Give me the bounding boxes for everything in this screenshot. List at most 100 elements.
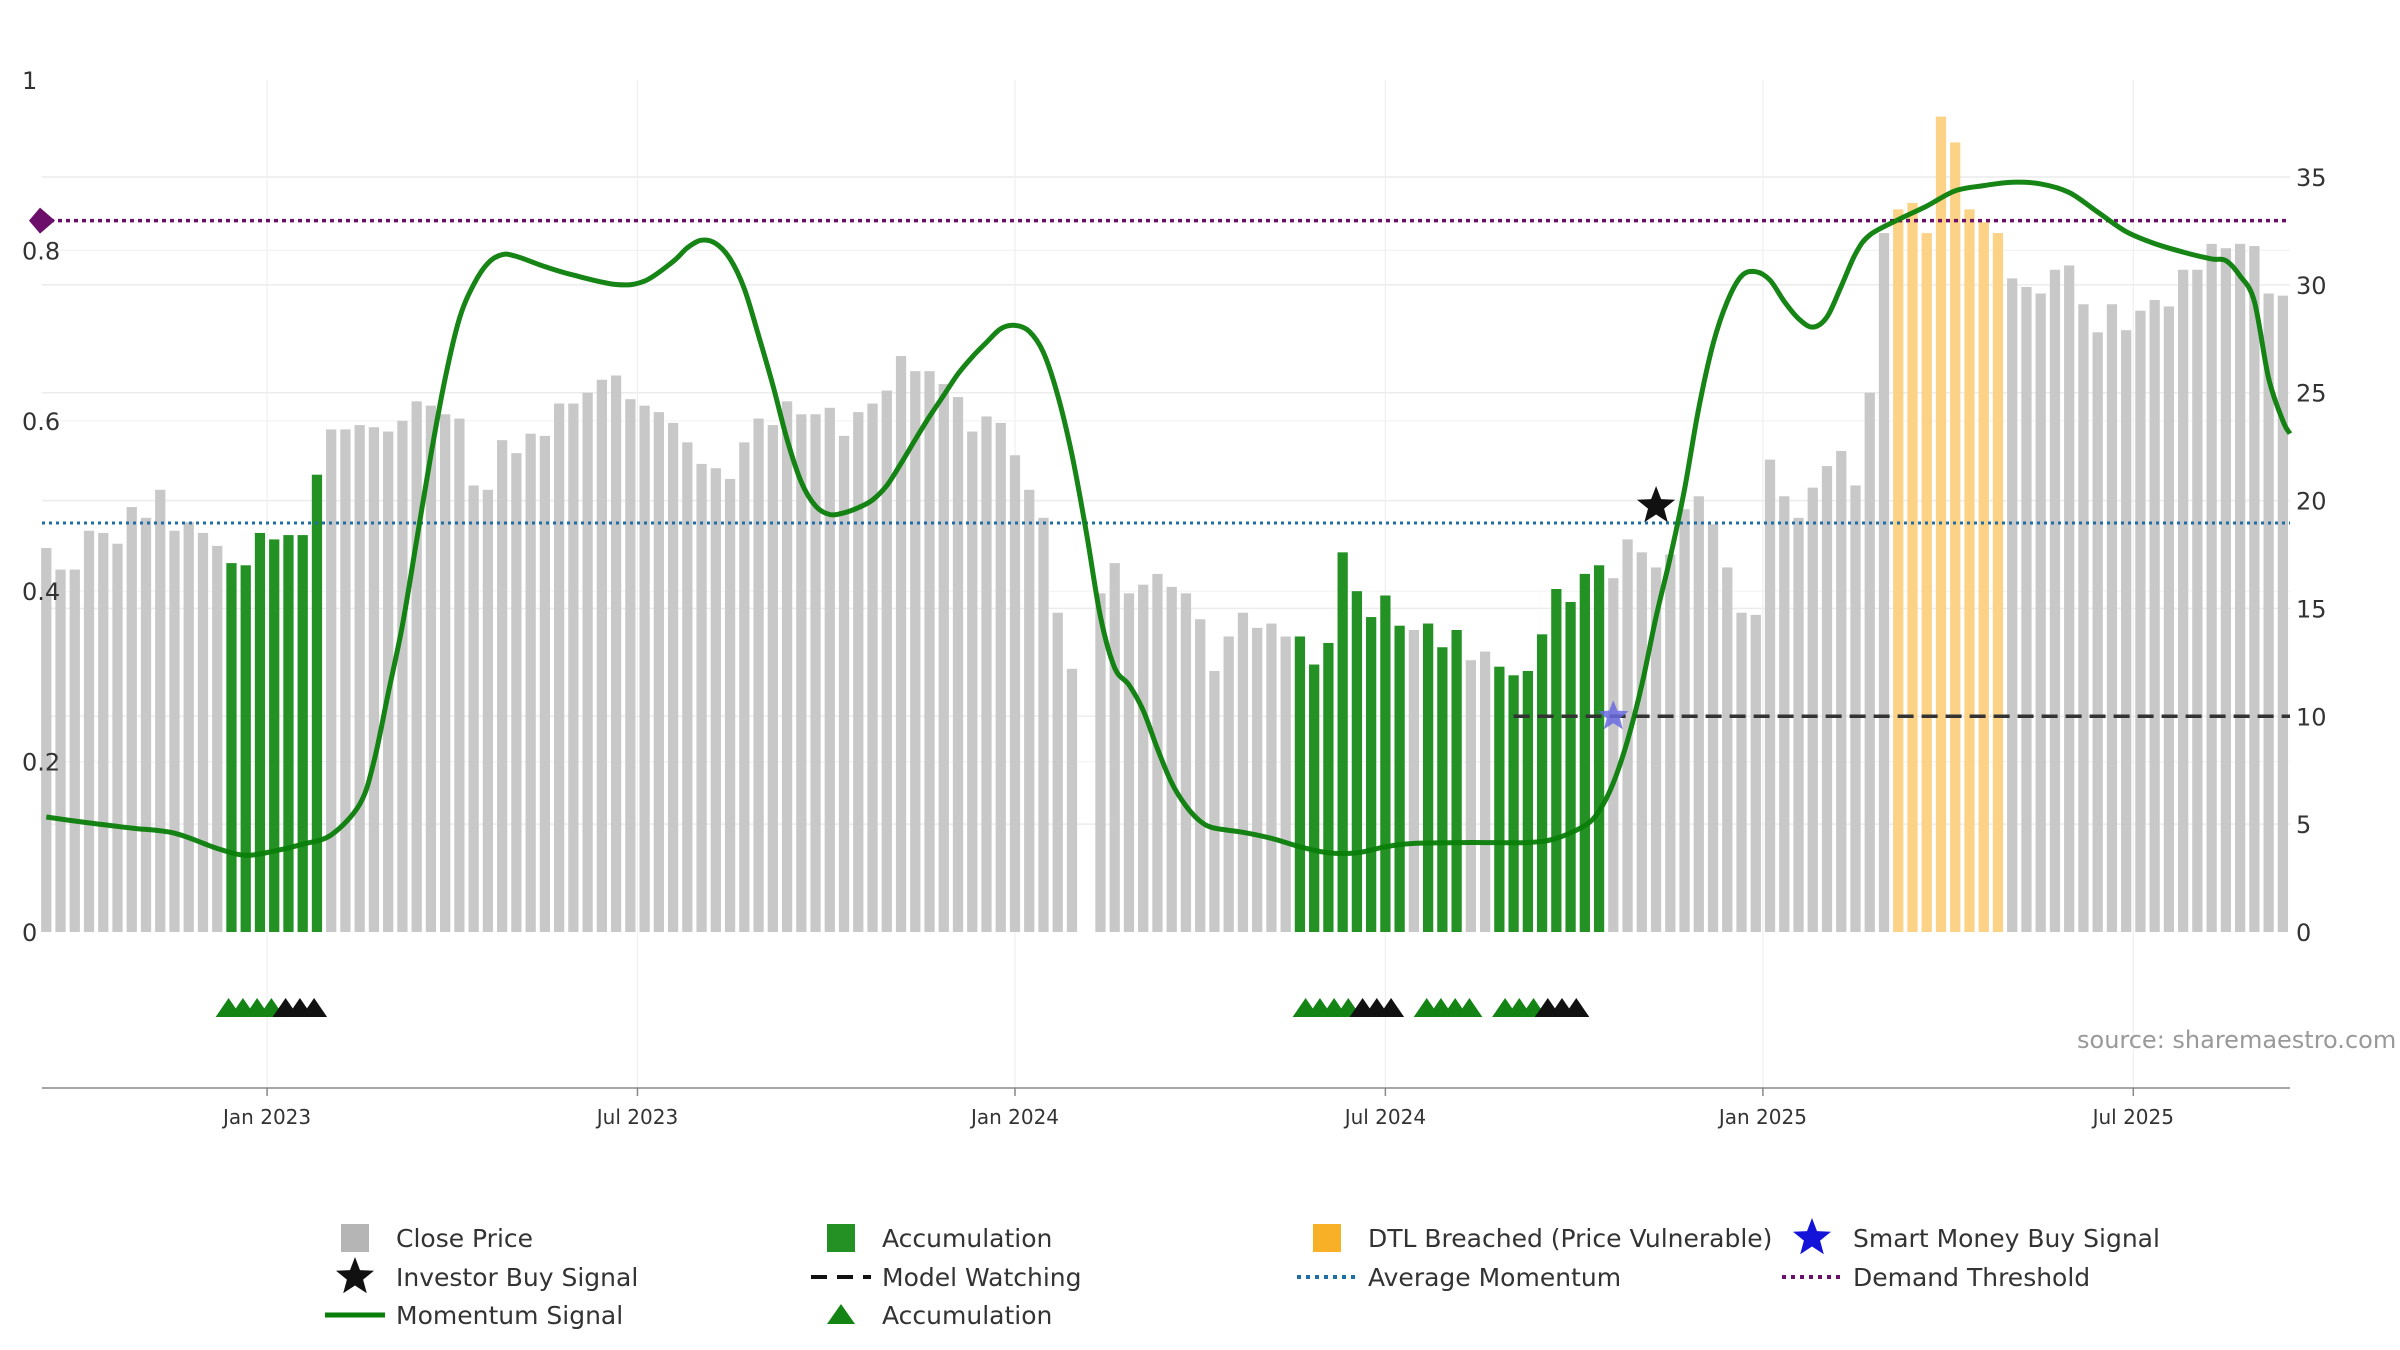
close-price-bar — [55, 569, 66, 932]
accumulation-bar — [1380, 595, 1391, 932]
source-label: source: sharemaestro.com — [2077, 1026, 2396, 1054]
accumulation-bar — [1508, 675, 1519, 932]
close-price-bar — [2121, 330, 2132, 932]
close-price-bar — [1223, 636, 1234, 932]
close-price-bar — [525, 433, 536, 932]
close-price-bar — [2106, 304, 2118, 932]
close-price-bar — [98, 532, 109, 932]
close-price-bar — [368, 427, 380, 932]
close-price-bar — [1878, 233, 1890, 933]
close-price-bar — [710, 468, 721, 932]
dtl-breached-bar — [1921, 233, 1932, 933]
close-price-bar — [140, 517, 152, 932]
accumulation-triangle — [1456, 998, 1483, 1017]
close-price-bar — [1779, 496, 1790, 932]
close-price-bar — [340, 429, 351, 932]
close-price-bar — [2249, 246, 2260, 932]
close-price-bar — [212, 545, 223, 932]
left-tick-label: 0.8 — [22, 237, 60, 265]
legend-label: Momentum Signal — [396, 1301, 623, 1330]
close-price-bar — [354, 425, 365, 932]
close-price-bar — [2007, 278, 2018, 932]
close-price-bar — [411, 401, 422, 933]
close-price-bar — [938, 384, 949, 933]
close-price-bar — [753, 418, 764, 933]
accumulation-bar — [254, 532, 266, 932]
legend-swatch — [827, 1224, 855, 1252]
legend-item[interactable]: Close Price — [341, 1224, 533, 1253]
close-price-bar — [1237, 612, 1249, 932]
close-price-bar — [2021, 287, 2032, 932]
legend-item[interactable]: Accumulation — [827, 1301, 1052, 1330]
close-price-bar — [2192, 269, 2203, 932]
accumulation-bar — [1309, 664, 1320, 932]
legend-item[interactable]: Smart Money Buy Signal — [1793, 1218, 2160, 1255]
close-price-bar — [454, 418, 465, 933]
close-price-bar — [2235, 243, 2246, 932]
close-price-bar — [2277, 295, 2289, 932]
dtl-breached-bar — [1907, 202, 1918, 932]
legend-item[interactable]: Average Momentum — [1297, 1263, 1621, 1292]
close-price-bar — [1479, 651, 1491, 932]
close-price-bar — [511, 453, 522, 932]
accumulation-triangle — [301, 998, 328, 1017]
right-tick-label: 10 — [2296, 703, 2327, 731]
legend-item[interactable]: Investor Buy Signal — [336, 1257, 638, 1294]
accumulation-bar — [311, 474, 323, 932]
legend-label: Investor Buy Signal — [396, 1263, 638, 1292]
legend-label: Accumulation — [882, 1301, 1052, 1330]
left-tick-label: 0.2 — [22, 749, 60, 777]
close-price-bar — [69, 569, 80, 932]
dtl-breached-bar — [1992, 233, 2004, 933]
close-price-bar — [1665, 554, 1676, 932]
close-price-bar — [1836, 450, 1847, 932]
close-price-bar — [2149, 299, 2160, 933]
legend-item[interactable]: DTL Breached (Price Vulnerable) — [1313, 1224, 1772, 1253]
close-price-bar — [197, 532, 209, 932]
close-price-bar — [667, 422, 679, 932]
close-price-bar — [112, 543, 123, 932]
legend-triangle-icon — [827, 1304, 855, 1324]
legend-label: Close Price — [396, 1224, 533, 1253]
legend-item[interactable]: Accumulation — [827, 1224, 1052, 1253]
close-price-bar — [596, 379, 607, 932]
accumulation-bar — [269, 539, 280, 932]
accumulation-bar — [1394, 625, 1405, 932]
close-price-bar — [1807, 487, 1818, 932]
close-price-bar — [1024, 489, 1035, 932]
close-price-bar — [1066, 668, 1078, 932]
close-price-bar — [796, 414, 807, 932]
left-tick-label: 0.6 — [22, 408, 60, 436]
momentum-series — [45, 179, 2293, 858]
close-price-bar — [1650, 567, 1662, 932]
signal-markers — [215, 486, 1676, 1017]
legend-item[interactable]: Momentum Signal — [325, 1301, 623, 1330]
legend-item[interactable]: Demand Threshold — [1782, 1263, 2090, 1292]
legend-item[interactable]: Model Watching — [811, 1263, 1082, 1292]
close-price-bar — [1408, 630, 1420, 932]
close-price-bar — [2078, 304, 2089, 932]
close-price-bar — [1736, 612, 1747, 932]
accumulation-bar — [1323, 642, 1334, 932]
close-price-bar — [981, 416, 992, 932]
legend-label: Demand Threshold — [1853, 1263, 2090, 1292]
close-price-bar — [582, 392, 593, 933]
close-price-bar — [155, 489, 166, 932]
close-price-bar — [838, 435, 850, 932]
dtl-breached-bar — [1893, 209, 1904, 933]
close-price-bar — [2064, 265, 2075, 932]
close-price-bar — [126, 507, 137, 932]
accumulation-bar — [297, 535, 308, 932]
smart-money-buy-signal-star — [1598, 700, 1629, 730]
accumulation-triangle — [1378, 998, 1405, 1017]
legend[interactable]: Close Price Accumulation DTL Breached (Pri… — [325, 1218, 2160, 1330]
x-tick-label: Jan 2023 — [221, 1105, 311, 1129]
close-price-bar — [83, 530, 95, 932]
close-price-bar — [1465, 660, 1476, 932]
close-price-bar — [881, 390, 892, 932]
investor-buy-signal-star — [1637, 486, 1676, 523]
legend-swatch — [341, 1224, 369, 1252]
dtl-breached-bar — [1964, 209, 1975, 933]
close-price-bar — [910, 371, 921, 932]
close-price-bar — [1707, 524, 1719, 932]
